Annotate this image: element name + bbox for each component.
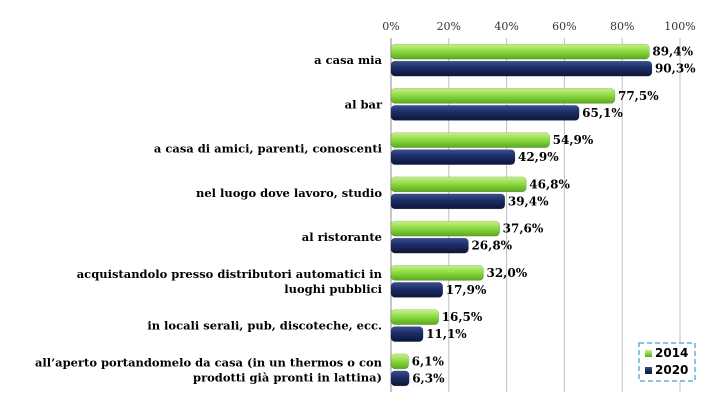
bar-2020: [390, 60, 653, 77]
bar-2014: [390, 132, 550, 148]
x-tick-label: 80%: [610, 20, 634, 33]
data-label-2014: 32,0%: [486, 266, 527, 280]
data-label-2014: 6,1%: [412, 354, 445, 368]
data-label-2014: 37,6%: [503, 222, 544, 236]
x-tick-label: 100%: [664, 20, 695, 33]
bar-2014: [390, 43, 650, 60]
data-label-2014: 46,8%: [529, 177, 570, 191]
x-tick-label: 20%: [437, 20, 461, 33]
data-label-2014: 77,5%: [618, 89, 659, 103]
data-label-2014: 54,9%: [553, 133, 594, 147]
data-label-2014: 89,4%: [652, 45, 693, 59]
category-label: nel luogo dove lavoro, studio: [196, 186, 382, 200]
legend-label-2020: 2020: [655, 363, 688, 377]
category-labels: a casa mia al bar a casa di amici, parenti…: [35, 53, 383, 384]
legend-label-2014: 2014: [655, 346, 688, 360]
data-label-2020: 39,4%: [508, 194, 549, 208]
data-label-2020: 65,1%: [582, 106, 623, 120]
data-label-2020: 11,1%: [426, 327, 467, 341]
data-label-2014: 16,5%: [442, 310, 483, 324]
data-label-2020: 26,8%: [471, 239, 512, 253]
bar-2014: [390, 265, 484, 281]
data-label-2020: 90,3%: [655, 62, 696, 76]
data-labels: 89,4% 90,3% 77,5% 65,1% 54,9% 42,9% 46,8% 39,4%…: [412, 45, 697, 386]
bar-2014: [390, 353, 409, 370]
data-label-2020: 17,9%: [446, 283, 487, 297]
bars: [390, 43, 653, 387]
category-label: al ristorante: [302, 230, 382, 244]
bar-2020: [390, 237, 469, 254]
category-label: a casa mia: [314, 53, 382, 67]
bar-2020: [390, 370, 410, 387]
legend-box: [638, 342, 696, 382]
legend-swatch-2020: [645, 367, 652, 374]
bar-2020: [390, 105, 580, 121]
bar-2020: [390, 193, 506, 210]
category-label: prodotti già pronti in lattina): [193, 370, 382, 384]
bar-2020: [390, 326, 424, 342]
legend-swatch-2014: [645, 350, 652, 357]
bar-2014: [390, 309, 439, 325]
x-axis-ticks: 0% 20% 40% 60% 80% 100%: [382, 20, 695, 33]
category-label: a casa di amici, parenti, conoscenti: [154, 142, 383, 156]
x-tick-label: 60%: [552, 20, 576, 33]
category-label: all’aperto portandomelo da casa (in un t…: [35, 355, 383, 369]
bar-2014: [390, 176, 527, 193]
category-label: acquistandolo presso distributori automa…: [77, 267, 383, 281]
legend: 2014 2020: [638, 342, 696, 382]
bar-2020: [390, 282, 443, 298]
data-label-2020: 6,3%: [412, 371, 445, 385]
data-label-2020: 42,9%: [518, 150, 559, 164]
category-label: al bar: [345, 97, 383, 111]
x-tick-label: 0%: [382, 20, 399, 33]
bar-2020: [390, 149, 516, 165]
bar-2014: [390, 88, 616, 104]
x-tick-label: 40%: [494, 20, 518, 33]
bar-2014: [390, 220, 500, 237]
category-label: in locali serali, pub, discoteche, ecc.: [147, 319, 382, 333]
category-label: luoghi pubblici: [284, 282, 382, 296]
